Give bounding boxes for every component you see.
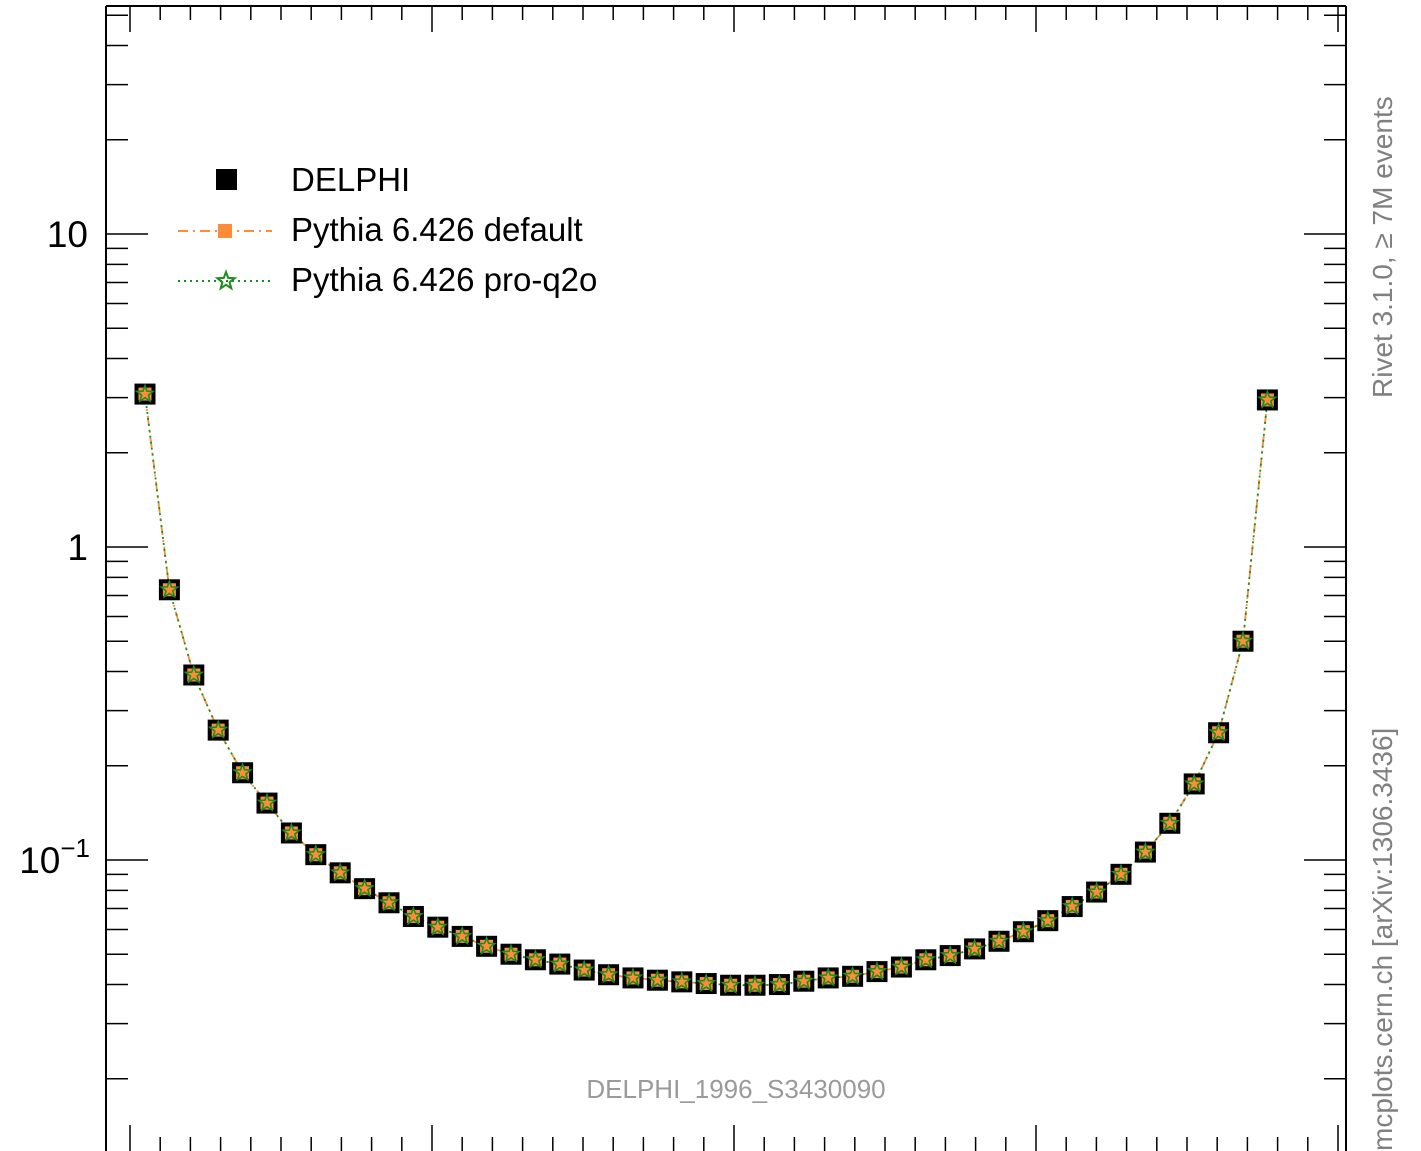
data-point-proq2o: [525, 949, 546, 969]
data-point-proq2o: [622, 967, 644, 987]
data-point-proq2o: [939, 944, 961, 965]
data-point-proq2o: [817, 967, 839, 987]
data-point-proq2o: [988, 930, 1010, 950]
data-point-proq2o: [1232, 630, 1254, 650]
data-point-proq2o: [793, 970, 815, 990]
y-tick-label: 1: [67, 527, 88, 568]
data-point-proq2o: [1061, 895, 1083, 916]
data-point-proq2o: [281, 822, 302, 842]
data-point-proq2o: [1110, 863, 1132, 884]
data-point-proq2o: [891, 956, 912, 976]
data-point-proq2o: [256, 792, 278, 812]
data-point-proq2o: [305, 843, 327, 864]
data-point-proq2o: [1208, 722, 1229, 742]
data-point-proq2o: [598, 963, 619, 984]
data-point-proq2o: [403, 905, 424, 926]
plot-frame: [105, 5, 1347, 1151]
data-point-proq2o: [1183, 773, 1205, 793]
data-point-proq2o: [573, 959, 595, 979]
data-point-proq2o: [647, 969, 668, 989]
legend-label-default: Pythia 6.426 default: [291, 211, 583, 248]
data-point-proq2o: [476, 935, 497, 956]
data-point-proq2o: [964, 938, 985, 958]
data-point-proq2o: [427, 916, 449, 936]
legend-marker-default: [218, 224, 232, 238]
y-tick-label: 10: [47, 214, 88, 255]
mcplots-reference-label: mcplots.cern.ch [arXiv:1306.3436]: [1367, 728, 1398, 1151]
data-point-proq2o: [1013, 920, 1034, 941]
data-point-proq2o: [1257, 389, 1278, 409]
data-point-proq2o: [842, 965, 863, 986]
legend-entry-delphi: DELPHI: [216, 161, 410, 198]
data-point-proq2o: [695, 972, 717, 993]
data-point-proq2o: [134, 383, 156, 403]
analysis-watermark: DELPHI_1996_S3430090: [586, 1074, 885, 1104]
data-point-proq2o: [720, 974, 741, 994]
legend: DELPHI Pythia 6.426 default Pythia 6.426…: [178, 161, 597, 298]
data-point-proq2o: [744, 974, 766, 994]
data-point-proq2o: [329, 862, 351, 882]
axis-ticks: [106, 6, 1346, 1151]
legend-label-delphi: DELPHI: [291, 161, 410, 198]
data-point-proq2o: [1135, 841, 1156, 861]
rivet-version-label: Rivet 3.1.0, ≥ 7M events: [1367, 96, 1398, 398]
legend-label-proq2o: Pythia 6.426 pro-q2o: [291, 261, 597, 298]
legend-entry-default: Pythia 6.426 default: [178, 211, 583, 248]
legend-marker-delphi: [216, 169, 237, 190]
data-point-proq2o: [500, 943, 522, 963]
data-point-proq2o: [915, 949, 937, 969]
data-point-proq2o: [671, 971, 693, 991]
data-point-proq2o: [159, 579, 180, 599]
legend-entry-proq2o: Pythia 6.426 pro-q2o: [178, 261, 597, 298]
y-tick-labels: 10 1 10−1: [19, 214, 90, 881]
data-point-proq2o: [1037, 909, 1059, 930]
data-point-proq2o: [866, 960, 888, 981]
data-point-proq2o: [354, 877, 375, 898]
data-point-proq2o: [769, 973, 790, 994]
data-point-proq2o: [183, 664, 205, 684]
legend-marker-proq2o: [214, 269, 238, 291]
data-point-proq2o: [378, 892, 400, 912]
series-markers: [134, 383, 1278, 996]
data-point-proq2o: [232, 762, 253, 782]
data-point-proq2o: [207, 719, 229, 739]
data-point-proq2o: [1086, 881, 1107, 901]
y-tick-label: 10−1: [19, 833, 90, 881]
data-point-proq2o: [549, 953, 571, 973]
data-point-proq2o: [451, 925, 473, 946]
data-point-proq2o: [1159, 812, 1181, 833]
